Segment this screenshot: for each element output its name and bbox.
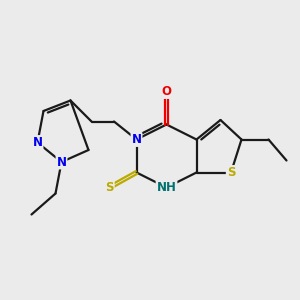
- Text: N: N: [32, 136, 43, 149]
- Text: N: N: [131, 133, 142, 146]
- Text: S: S: [105, 181, 114, 194]
- Text: O: O: [161, 85, 172, 98]
- Text: S: S: [227, 166, 235, 179]
- Text: N: N: [56, 155, 67, 169]
- Text: NH: NH: [157, 181, 176, 194]
